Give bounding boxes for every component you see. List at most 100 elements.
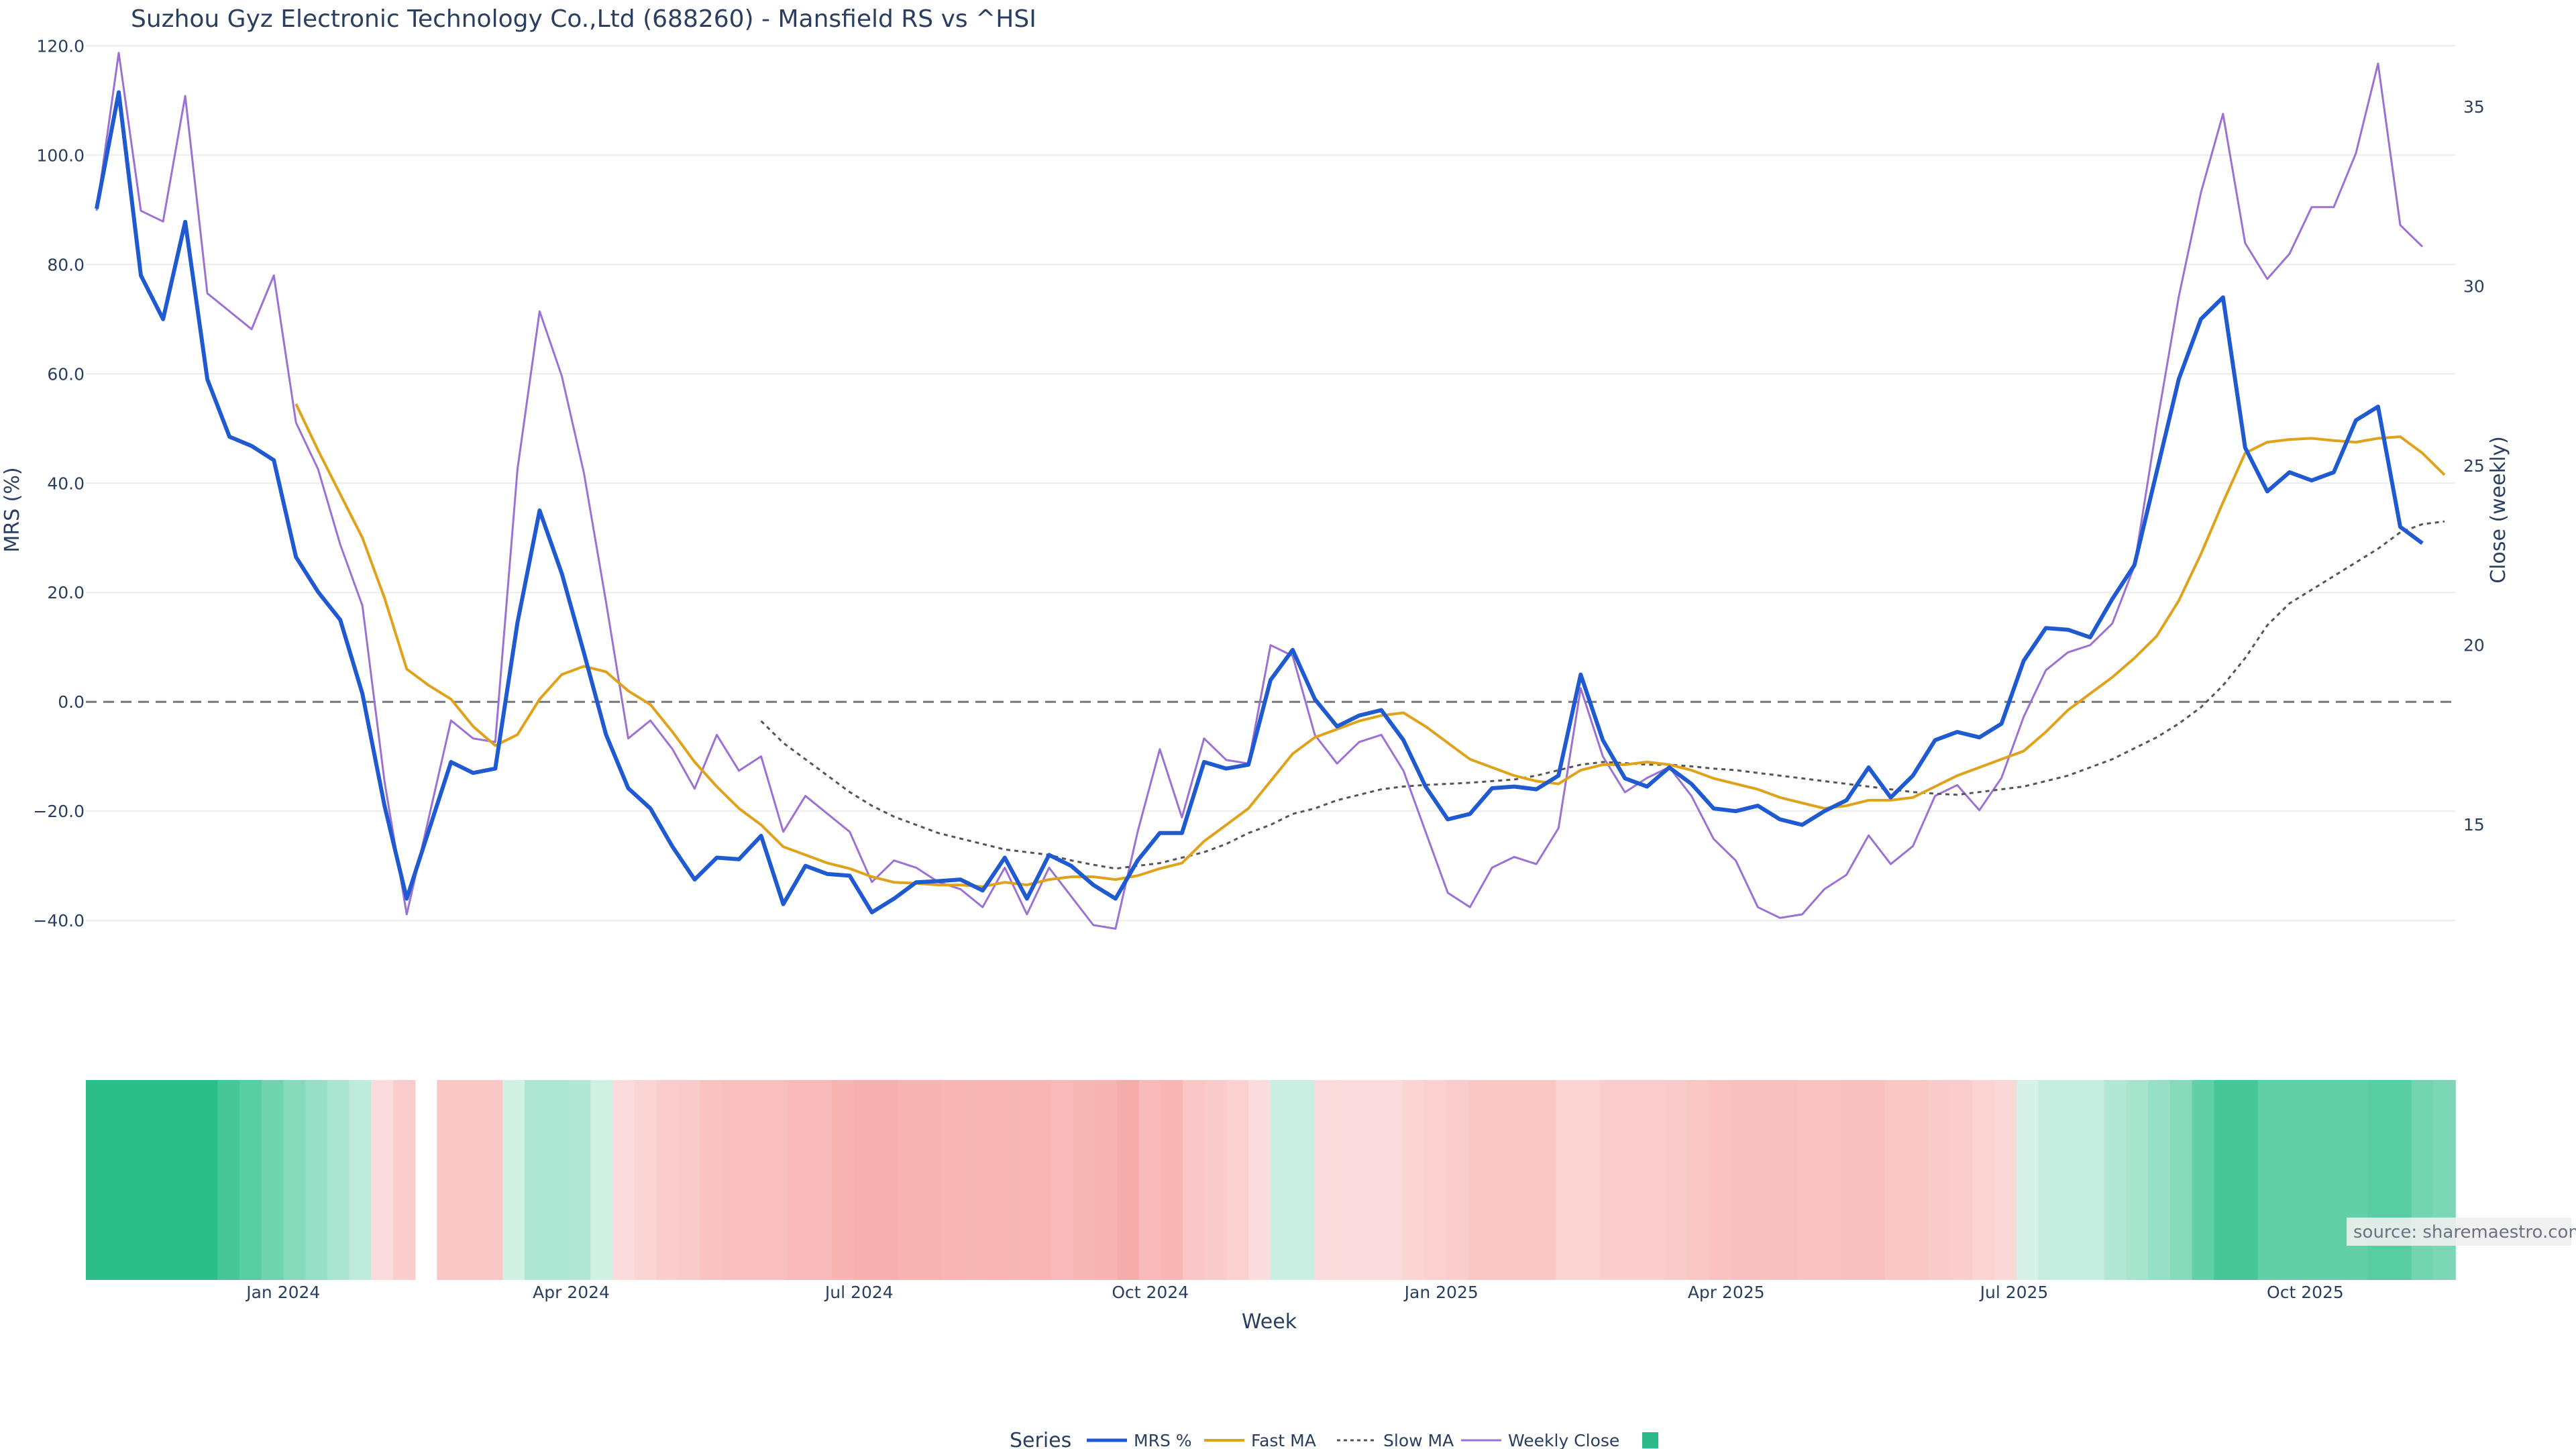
heatmap-cell (898, 1080, 920, 1280)
heatmap-cell (788, 1080, 811, 1280)
heatmap-cell (2038, 1080, 2061, 1280)
heatmap-cell (700, 1080, 723, 1280)
heatmap-cell (2389, 1080, 2412, 1280)
heatmap-cell (2214, 1080, 2237, 1280)
heatmap-cell (349, 1080, 372, 1280)
heatmap-cell (1534, 1080, 1556, 1280)
heatmap-cell (1095, 1080, 1118, 1280)
heatmap-cell (634, 1080, 657, 1280)
heatmap-cell (2192, 1080, 2215, 1280)
heatmap-cell (1029, 1080, 1052, 1280)
x-tick-label: Jul 2025 (1979, 1283, 2049, 1302)
heatmap-cell (1687, 1080, 1710, 1280)
heatmap-cell (2257, 1080, 2281, 1280)
legend-label-mrs: MRS % (1134, 1431, 1192, 1449)
heatmap-cell (765, 1080, 789, 1280)
heatmap-cell (1292, 1080, 1316, 1280)
heatmap-cell (1709, 1080, 1732, 1280)
y2-tick-label: 20 (2463, 636, 2485, 655)
heatmap-cell (283, 1080, 306, 1280)
heatmap-cell (656, 1080, 679, 1280)
heatmap-cell (2126, 1080, 2149, 1280)
heatmap-cell (152, 1080, 174, 1280)
series-line-mrs (95, 90, 2424, 914)
heatmap-cell (195, 1080, 219, 1280)
heatmap-cell (2104, 1080, 2127, 1280)
heatmap-cell (1884, 1080, 1908, 1280)
series-layer (95, 52, 2446, 930)
heatmap-cell (2169, 1080, 2193, 1280)
legend-label-fast-ma: Fast MA (1251, 1431, 1316, 1449)
x-tick-label: Jul 2024 (824, 1283, 894, 1302)
y2-axis-title: Close (weekly) (2487, 436, 2510, 584)
x-tick-label: Apr 2024 (533, 1283, 610, 1302)
heatmap-cell (173, 1080, 197, 1280)
y2-tick-label: 25 (2463, 456, 2485, 476)
heatmap-cell (1556, 1080, 1578, 1280)
left-axis-ticks: 120.0 100.0 80.0 60.0 40.0 20.0 0.0 −20.0 −40.0 (33, 36, 85, 930)
heatmap-cell (1358, 1080, 1381, 1280)
x-axis-ticks: Jan 2024 Apr 2024 Jul 2024 Oct 2024 Jan 2025… (245, 1283, 2344, 1302)
heatmap-cell (1468, 1080, 1491, 1280)
heatmap-cell (327, 1080, 350, 1280)
heatmap-cell (458, 1080, 482, 1280)
heatmap-cell (2148, 1080, 2171, 1280)
legend-swatch-heatmap (1642, 1432, 1658, 1448)
y-tick-label: 0.0 (58, 692, 85, 712)
heatmap-cell (1490, 1080, 1513, 1280)
heatmap-cell (1051, 1080, 1074, 1280)
heatmap-cell (2060, 1080, 2083, 1280)
x-tick-label: Oct 2024 (1112, 1283, 1189, 1302)
heatmap-cell (86, 1080, 109, 1280)
heatmap-cell (985, 1080, 1008, 1280)
y2-tick-label: 30 (2463, 277, 2485, 297)
heatmap-cell (590, 1080, 613, 1280)
heatmap-cell (568, 1080, 591, 1280)
heatmap-cell (1248, 1080, 1271, 1280)
heatmap-cell (2411, 1080, 2434, 1280)
heatmap-cell (546, 1080, 570, 1280)
heatmap-cell (1731, 1080, 1754, 1280)
heatmap-strip (86, 1080, 2456, 1280)
heatmap-cell (1380, 1080, 1403, 1280)
chart-title: Suzhou Gyz Electronic Technology Co.,Ltd… (131, 5, 1036, 33)
heatmap-cell (919, 1080, 943, 1280)
heatmap-cell (1402, 1080, 1425, 1280)
grid-layer (86, 45, 2455, 922)
heatmap-cell (1161, 1080, 1183, 1280)
heatmap-cell (2345, 1080, 2368, 1280)
heatmap-cell (1117, 1080, 1140, 1280)
heatmap-cell (525, 1080, 547, 1280)
heatmap-cell (1819, 1080, 1842, 1280)
y-tick-label: 60.0 (47, 364, 85, 384)
heatmap-cell (2367, 1080, 2390, 1280)
legend-title: Series (1010, 1429, 1071, 1449)
source-text: source: sharemaestro.com (2353, 1222, 2576, 1242)
y-tick-label: 100.0 (36, 146, 85, 165)
heatmap-cell (1907, 1080, 1929, 1280)
heatmap-cell (1863, 1080, 1886, 1280)
legend-label-slow-ma: Slow MA (1383, 1431, 1454, 1449)
heatmap-cell (963, 1080, 986, 1280)
heatmap-cell (129, 1080, 152, 1280)
heatmap-cell (1643, 1080, 1666, 1280)
heatmap-cell (1950, 1080, 1974, 1280)
heatmap-cell (1183, 1080, 1205, 1280)
series-line-weekly-close (95, 52, 2424, 930)
heatmap-cell (1599, 1080, 1623, 1280)
heatmap-cell (831, 1080, 855, 1280)
heatmap-cell (392, 1080, 416, 1280)
right-axis-ticks: 35 30 25 20 15 (2463, 97, 2485, 835)
heatmap-cell (1621, 1080, 1644, 1280)
heatmap-cell (1314, 1080, 1337, 1280)
heatmap-cell (1138, 1080, 1162, 1280)
x-tick-label: Jan 2024 (245, 1283, 320, 1302)
heatmap-cell (2082, 1080, 2105, 1280)
heatmap-cell (1665, 1080, 1688, 1280)
heatmap-cell (1577, 1080, 1601, 1280)
y-tick-label: −20.0 (33, 802, 85, 821)
heatmap-cell (1204, 1080, 1228, 1280)
x-tick-label: Apr 2025 (1688, 1283, 1765, 1302)
y-tick-label: 80.0 (47, 255, 85, 274)
